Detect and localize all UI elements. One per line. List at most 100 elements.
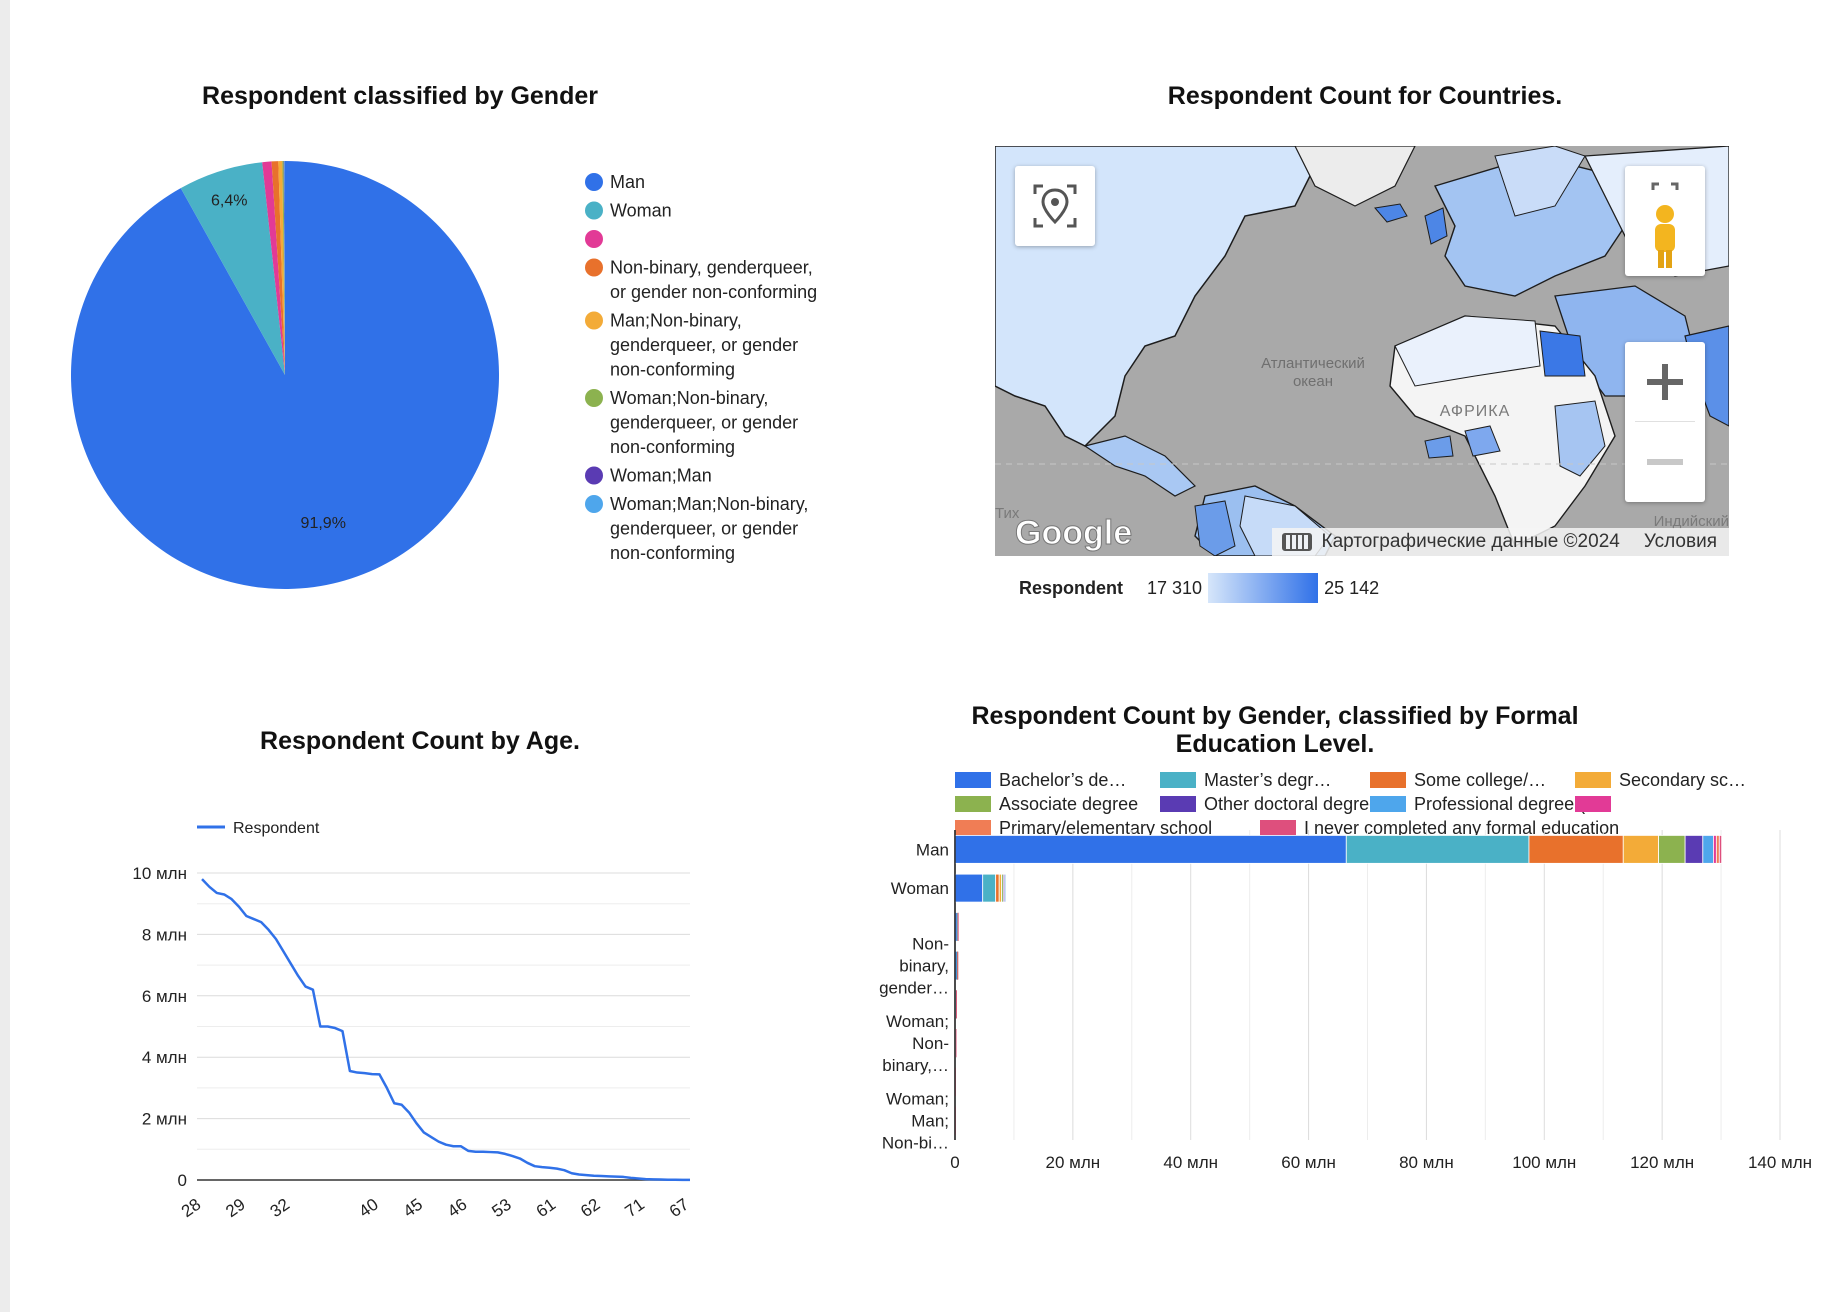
map-canvas[interactable]: Атлантический океан АФРИКА Тих Индийский… [995,146,1729,556]
bar-segment-2-9 [957,912,959,941]
map-greenland [1294,146,1416,207]
pie-legend-label-3: Non-binary, genderqueer, [610,258,813,278]
pie-legend-label-4: Man;Non-binary, [610,311,742,331]
bar-legend-label-1-1: Other doctoral degree… [1204,794,1397,814]
bar-x-tick-label-6: 120 млн [1630,1153,1694,1172]
pie-legend-marker-6 [585,466,603,485]
pie-legend-label-3: or gender non-conforming [610,282,817,302]
zoom-in-button[interactable] [1625,342,1705,421]
bar-segment-0-4 [1658,835,1686,864]
bar-category-label-7: Woman; [886,1090,949,1109]
pie-legend-marker-2 [585,230,603,248]
map-europe [1434,155,1626,297]
bar-segment-0-2 [1528,835,1624,864]
pie-slice-label-0: 91,9% [301,515,346,532]
map-iceland [1374,203,1408,223]
pie-slice-4 [278,161,285,375]
line-x-tick-label-4: 45 [400,1195,426,1221]
minus-icon [1647,459,1683,465]
pie-slice-0 [70,161,499,590]
pie-slice-label-1: 6,4% [211,193,247,210]
pie-legend-label-6: Woman;Man [610,466,712,486]
line-y-tick-label-0: 0 [178,1171,187,1190]
bar-legend-marker-1-1 [1160,796,1196,812]
bar-x-tick-label-5: 100 млн [1512,1153,1576,1172]
bar-legend-label-0-2: Some college/… [1414,770,1546,790]
map-nigeria [1464,425,1501,457]
line-x-tick-label-8: 62 [577,1195,603,1221]
line-x-tick-label-2: 32 [267,1195,293,1221]
zoom-out-button[interactable] [1625,422,1705,502]
color-scale-gradient [1208,573,1319,603]
line-x-tick-label-6: 53 [488,1195,514,1221]
bar-category-label-7: Man; [911,1112,949,1131]
bar-x-tick-label-3: 60 млн [1281,1153,1336,1172]
world-map: Атлантический океан АФРИКА Тих Индийский… [995,146,1729,556]
zoom-control [1625,342,1705,502]
pie-legend-marker-3 [585,258,603,277]
bar-segment-2-1 [956,912,958,941]
pie-legend-label-5: non-conforming [610,437,735,457]
map-egypt [1539,330,1586,377]
page-left-border [0,0,10,1312]
bar-x-tick-label-2: 40 млн [1163,1153,1218,1172]
line-y-tick-label-5: 10 млн [132,864,187,883]
pie-legend-label-0: Man [610,172,645,192]
pie-slice-6 [283,161,285,375]
bar-segment-1-0 [954,873,984,903]
street-view-control[interactable] [1625,166,1705,276]
line-y-tick-label-1: 2 млн [142,1110,187,1129]
line-y-tick-label-2: 4 млн [142,1048,187,1067]
color-scale-min: 17 310 [1147,577,1203,598]
bar-segment-3-1 [956,951,958,980]
map-uk [1424,207,1448,245]
bar-segment-0-5 [1684,835,1704,864]
bar-legend-label-2-0: Primary/elementary school [999,818,1212,838]
gender-pie-panel: Respondent classified by Gender 91,9% 6,4… [60,70,860,630]
bar-title-line-2: Education Level. [1175,730,1375,758]
pie-legend-marker-5 [585,389,603,407]
pie-title: Respondent classified by Gender [202,82,598,110]
bar-title-line-1: Respondent Count by Gender, classified b… [971,702,1579,730]
map-attribution-bar: Картографические данные ©2024 Условия [1271,528,1729,556]
map-continent-label: АФРИКА [1440,403,1510,420]
bar-legend-label-0-1: Master’s degr… [1204,770,1331,790]
bar-legend-label-2-1: I never completed any formal education [1304,818,1619,838]
bar-x-tick-label-1: 20 млн [1046,1153,1101,1172]
bar-segment-1-9 [1006,873,1008,903]
pie-slice-1 [180,162,285,375]
keyboard-icon[interactable] [1281,533,1312,551]
pie-legend-label-7: non-conforming [610,543,735,563]
pie-slice-3 [271,161,285,375]
line-x-tick-label-3: 40 [355,1195,381,1221]
my-location-button[interactable] [1015,166,1095,246]
line-title: Respondent Count by Age. [260,727,580,755]
bar-legend-marker-1-2 [1370,796,1406,812]
line-legend-label: Respondent [233,820,320,837]
bar-segment-1-1 [982,873,997,903]
bar-segment-0-8 [1715,835,1720,864]
bar-segment-3-9 [957,951,959,980]
pie-legend-label-4: non-conforming [610,360,735,380]
line-x-tick-label-1: 29 [222,1195,248,1221]
bar-category-label-1: Woman [891,879,949,898]
education-bar-panel: Respondent Count by Gender, classified b… [820,690,1820,1270]
bar-segment-0-6 [1702,835,1714,864]
country-map-panel: Respondent Count for Countries. [985,70,1745,630]
map-scandinavia [1494,146,1586,217]
map-ghana [1424,435,1454,459]
bar-segment-0-0 [954,835,1347,864]
bar-legend-marker-1-0 [955,796,991,812]
bar-segment-0-1 [1345,835,1530,864]
bar-segment-4-9 [956,990,957,1019]
map-data-attribution: Картографические данные ©2024 [1321,531,1620,552]
map-terms-link[interactable]: Условия [1643,531,1717,552]
bar-segment-1-2 [995,873,1000,903]
line-x-tick-label-9: 71 [622,1195,648,1221]
bar-category-label-5: binary,… [882,1056,949,1075]
pie-legend-marker-4 [585,311,603,330]
color-scale-max: 25 142 [1324,577,1380,598]
gender-pie-chart: 91,9% 6,4% Man Woman Non-binary, genderqueer… [70,161,817,590]
bar-category-label-7: Non-bi… [882,1134,949,1153]
pie-legend-label-7: genderqueer, or gender [610,519,798,539]
